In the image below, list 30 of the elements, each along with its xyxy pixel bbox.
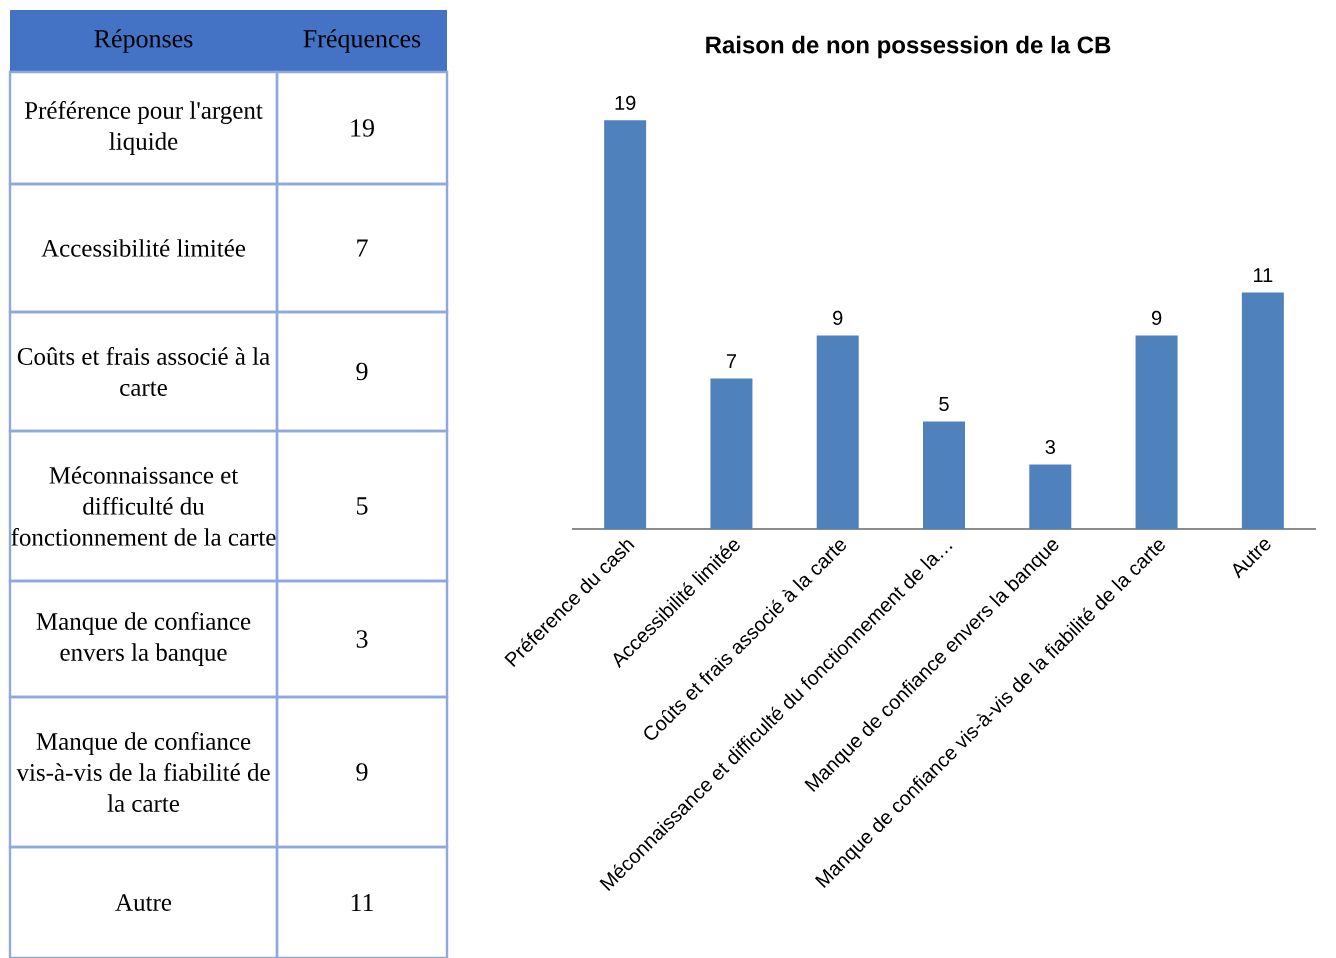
bar — [923, 421, 966, 529]
text: Réponses — [94, 29, 193, 53]
data-label: 19 — [615, 95, 636, 110]
data-label: 9 — [356, 763, 368, 781]
category-label: Manque de confiance vis-à-vis de la fiabilité de la carte — [16, 732, 270, 812]
chart-title: Raison de non possession de la CB — [706, 35, 1111, 59]
data-label: 7 — [357, 239, 368, 257]
category-label: Coûts et frais associé à la carte — [17, 347, 270, 396]
text: Fréquences — [303, 29, 421, 53]
category-label: Autre — [115, 894, 172, 911]
bar — [710, 378, 753, 529]
data-label: 9 — [833, 310, 843, 325]
data-label: 9 — [356, 362, 368, 381]
data-label: 11 — [1254, 268, 1273, 282]
bar — [604, 120, 647, 529]
category-label: Accessibilité limitée — [41, 239, 246, 257]
category-label: Méconnaissance et difficulté du fonctionnement de la carte — [11, 466, 276, 546]
data-label: 19 — [351, 119, 374, 137]
bar — [1241, 292, 1284, 529]
data-label: 5 — [357, 497, 368, 515]
data-label: 3 — [356, 630, 368, 648]
data-label: 3 — [1045, 439, 1055, 455]
bar — [1029, 464, 1072, 529]
bar — [816, 335, 859, 529]
category-label: Préférence pour l'argent liquide — [24, 101, 263, 155]
data-label: 7 — [726, 354, 737, 369]
data-label: 9 — [1151, 310, 1162, 325]
data-label: 5 — [939, 397, 949, 412]
bar — [1135, 335, 1178, 529]
data-label: 11 — [351, 893, 373, 912]
